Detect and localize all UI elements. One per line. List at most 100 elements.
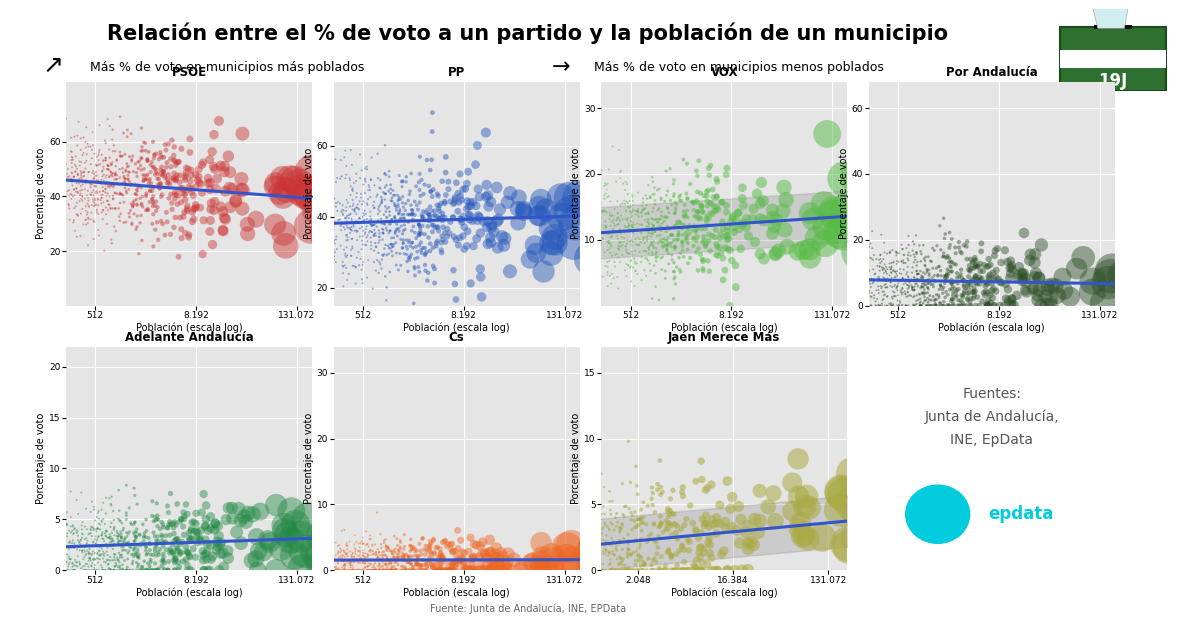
Point [586, 493, 605, 503]
Point [166, 193, 185, 203]
Point [440, 565, 460, 575]
Point [917, 295, 936, 305]
Point [107, 178, 126, 188]
Point [124, 556, 143, 566]
Point [136, 146, 155, 156]
Point [400, 557, 419, 567]
Point [883, 299, 902, 309]
Point [336, 206, 355, 216]
Point [664, 266, 683, 277]
Point [470, 541, 490, 551]
Point [378, 553, 397, 563]
Point [394, 551, 413, 561]
Point [608, 219, 628, 229]
Point [335, 560, 354, 570]
Point [140, 174, 160, 184]
Point [358, 561, 377, 571]
Point [557, 553, 576, 563]
Point [324, 219, 343, 229]
Point [473, 537, 492, 547]
Point [64, 520, 83, 530]
Point [524, 565, 544, 575]
Point [626, 535, 646, 545]
Point [611, 167, 630, 177]
Point [557, 553, 576, 563]
Point [978, 288, 997, 298]
Y-axis label: Porcentaje de voto: Porcentaje de voto [36, 148, 46, 239]
Point [332, 553, 352, 563]
Point [596, 530, 616, 541]
Point [342, 552, 361, 562]
Point [562, 549, 581, 559]
Point [1002, 294, 1021, 304]
Point [901, 274, 920, 284]
Point [629, 206, 648, 216]
Point [88, 188, 107, 198]
Point [106, 555, 125, 565]
Point [467, 234, 486, 244]
Point [433, 215, 452, 226]
Point [905, 273, 924, 284]
Point [385, 564, 404, 575]
Point [402, 542, 421, 552]
Point [88, 565, 107, 575]
Point [168, 534, 187, 544]
Point [350, 538, 370, 548]
Point [100, 559, 119, 569]
Point [860, 191, 880, 201]
Point [366, 565, 385, 575]
Point [358, 214, 377, 224]
Point [362, 227, 382, 237]
Point [569, 565, 588, 575]
Point [1153, 260, 1172, 270]
Point [73, 517, 92, 527]
Point [691, 200, 710, 210]
Point [274, 192, 293, 202]
Point [427, 241, 446, 251]
Point [122, 200, 142, 210]
Point [323, 196, 342, 206]
Point [350, 231, 370, 241]
Point [145, 565, 164, 575]
Point [630, 515, 649, 525]
Point [76, 142, 95, 152]
Point [66, 167, 85, 177]
Point [629, 207, 648, 217]
Point [182, 517, 202, 527]
Point [79, 540, 98, 550]
Point [377, 541, 396, 551]
Point [344, 205, 364, 215]
Point [566, 530, 586, 540]
Point [571, 542, 590, 552]
Point [918, 282, 937, 292]
Point [629, 556, 648, 566]
Point [656, 241, 676, 251]
Point [180, 528, 199, 538]
Point [900, 290, 919, 301]
Point [235, 512, 254, 522]
Point [701, 208, 720, 218]
Point [424, 211, 443, 221]
Point [388, 565, 407, 575]
Point [422, 560, 442, 570]
Point [354, 551, 373, 561]
Point [430, 565, 449, 575]
Point [184, 544, 203, 554]
Point [66, 565, 85, 575]
Point [689, 565, 708, 575]
Point [679, 537, 698, 547]
Point [876, 282, 895, 292]
Point [662, 565, 682, 575]
Point [1001, 256, 1020, 266]
Point [958, 293, 977, 303]
Point [643, 190, 662, 200]
Point [750, 249, 769, 259]
Point [862, 530, 881, 540]
Point [436, 168, 455, 178]
Point [340, 173, 359, 183]
Point [887, 256, 906, 266]
Point [62, 147, 82, 157]
Point [98, 533, 118, 543]
Point [947, 287, 966, 297]
Point [376, 140, 395, 151]
